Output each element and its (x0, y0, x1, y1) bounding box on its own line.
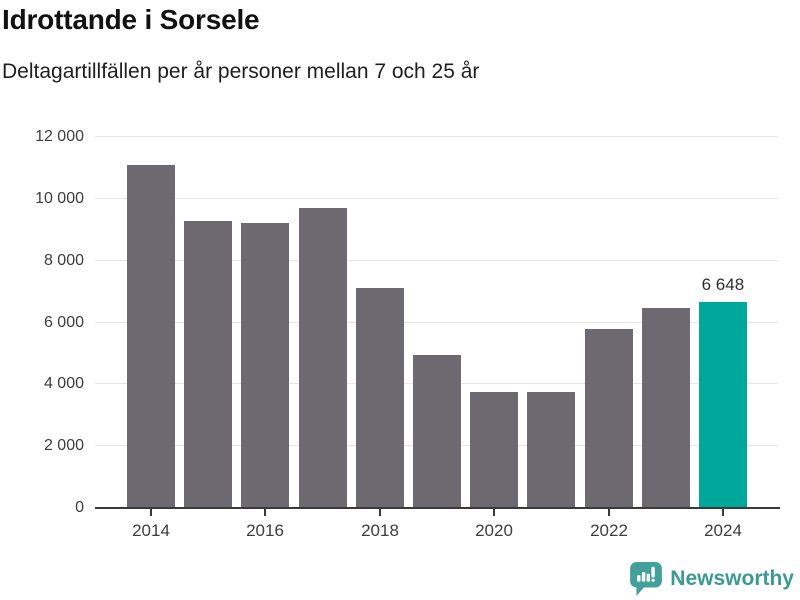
x-tick-label-2014: 2014 (132, 521, 170, 540)
logo-bar-short (637, 575, 641, 582)
gridline-12000 (95, 136, 778, 137)
y-axis: 0 2 000 4 000 6 000 8 000 10 000 12 000 (0, 128, 84, 516)
newsworthy-logo-icon (630, 562, 663, 596)
gridline-10000 (95, 197, 778, 199)
y-tick-label-8000: 8 000 (43, 251, 84, 269)
x-tick-label-2016: 2016 (246, 521, 284, 540)
bar-2024: 6 648 (698, 275, 747, 508)
y-tick-label-2000: 2 000 (43, 437, 84, 455)
bar-2015 (184, 221, 233, 508)
bar-2020 (470, 391, 519, 508)
x-tick-label-2020: 2020 (475, 521, 513, 540)
x-tick-label-2022: 2022 (590, 521, 628, 540)
bar-2019 (412, 355, 461, 508)
logo-bar-tall (642, 572, 646, 582)
logo-bar-medium (646, 573, 651, 582)
plot-area: 6 648 2014 2016 2018 2020 2022 2024 (95, 136, 780, 540)
bar-2017 (298, 207, 347, 508)
brand-footer: Newsworthy (629, 561, 794, 597)
bars-container: 6 648 (95, 137, 778, 508)
gridline-6000 (95, 321, 778, 323)
y-tick-label-6000: 6 000 (43, 313, 84, 331)
x-tick-label-2024: 2024 (704, 521, 742, 540)
x-tick-label-2018: 2018 (361, 521, 399, 540)
bar-2022 (584, 329, 633, 508)
brand-name: Newsworthy (670, 567, 794, 590)
chart-title: Idrottande i Sorsele (2, 4, 260, 35)
logo-exclamation-dot (651, 578, 656, 582)
x-tick-mark-2022 (608, 509, 610, 516)
y-tick-label-12000: 12 000 (35, 128, 84, 145)
highlight-value-label: 6 648 (701, 275, 745, 295)
bar-2018 (355, 287, 404, 508)
y-tick-label-4000: 4 000 (43, 375, 84, 393)
gridline-8000 (95, 259, 778, 261)
x-tick-mark-2020 (493, 509, 495, 516)
x-tick-mark-2024 (722, 509, 724, 516)
bar-2014 (127, 164, 175, 508)
bar-2016 (241, 223, 290, 508)
x-axis-line (95, 507, 780, 509)
bar-2023 (641, 308, 690, 508)
x-tick-mark-2014 (150, 509, 152, 516)
x-tick-mark-2016 (264, 509, 266, 516)
chart-subtitle: Deltagartillfällen per år personer mella… (2, 60, 480, 83)
logo-exclamation-bar (651, 566, 656, 578)
y-tick-label-0: 0 (75, 499, 84, 516)
y-tick-label-10000: 10 000 (35, 189, 84, 207)
x-tick-mark-2018 (379, 509, 381, 516)
bar-2021 (527, 391, 576, 508)
